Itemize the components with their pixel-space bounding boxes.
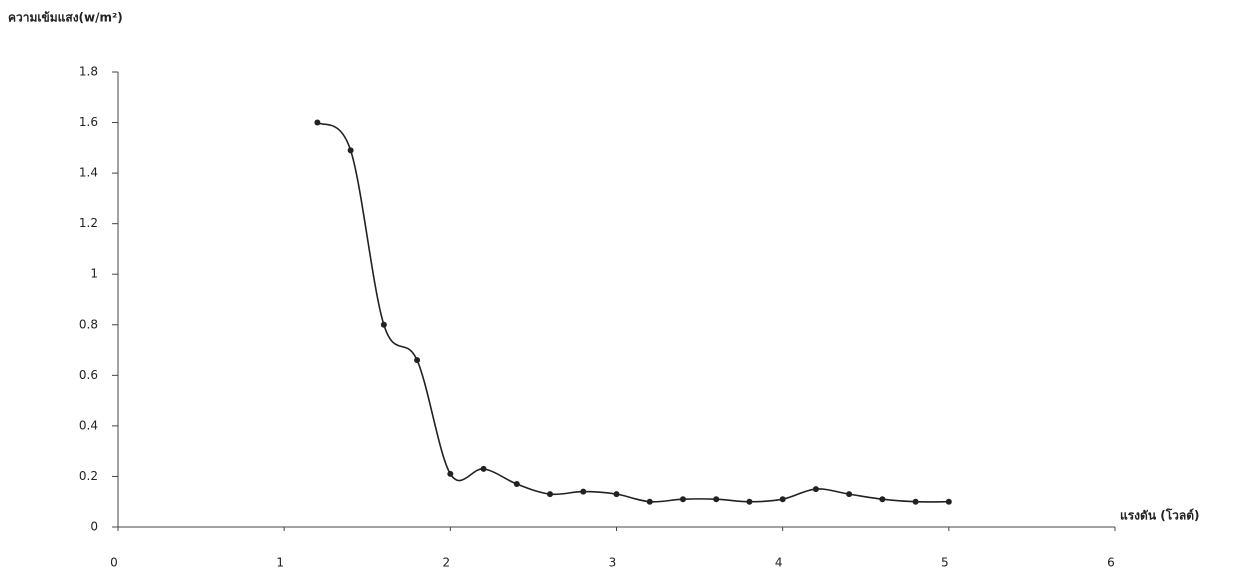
x-tick-label: 4 <box>775 556 783 570</box>
x-axis-label: แรงดัน (โวลต์) <box>1120 508 1200 523</box>
data-point <box>514 481 520 487</box>
y-tick-label: 1.6 <box>79 115 98 129</box>
y-tick-label: 0.2 <box>79 469 98 483</box>
data-point <box>746 499 752 505</box>
data-point <box>314 120 320 126</box>
data-point <box>647 499 653 505</box>
data-point <box>348 147 354 153</box>
y-tick-label: 1.2 <box>79 216 98 230</box>
data-point <box>614 491 620 497</box>
data-point <box>414 357 420 363</box>
data-point <box>547 491 553 497</box>
y-tick-label: 0 <box>90 520 98 534</box>
x-tick-label: 5 <box>941 556 949 570</box>
x-tick-label: 2 <box>443 556 451 570</box>
x-tick-label: 3 <box>609 556 617 570</box>
x-tick-label: 1 <box>276 556 284 570</box>
data-point <box>780 496 786 502</box>
data-point <box>680 496 686 502</box>
y-tick-label: 0.4 <box>79 418 98 432</box>
data-point <box>813 486 819 492</box>
data-point <box>913 499 919 505</box>
y-tick-label: 0.8 <box>79 317 98 331</box>
data-point <box>447 471 453 477</box>
data-point <box>846 491 852 497</box>
y-tick-label: 1 <box>90 267 98 281</box>
data-point <box>481 466 487 472</box>
x-tick-label: 0 <box>110 556 118 570</box>
y-axis-label: ความเข้มแสง(w/m²) <box>8 11 123 25</box>
data-point <box>580 489 586 495</box>
data-point <box>381 322 387 328</box>
x-tick-label: 6 <box>1107 556 1115 570</box>
chart: ความเข้มแสง(w/m²) แรงดัน (โวลต์) 0 0.2 0.4… <box>0 0 1242 576</box>
data-line <box>317 123 948 502</box>
y-tick-label: 1.4 <box>79 166 98 180</box>
y-tick-label: 0.6 <box>79 368 98 382</box>
data-point <box>713 496 719 502</box>
data-point <box>946 499 952 505</box>
data-point <box>879 496 885 502</box>
y-tick-label: 1.8 <box>79 65 98 79</box>
